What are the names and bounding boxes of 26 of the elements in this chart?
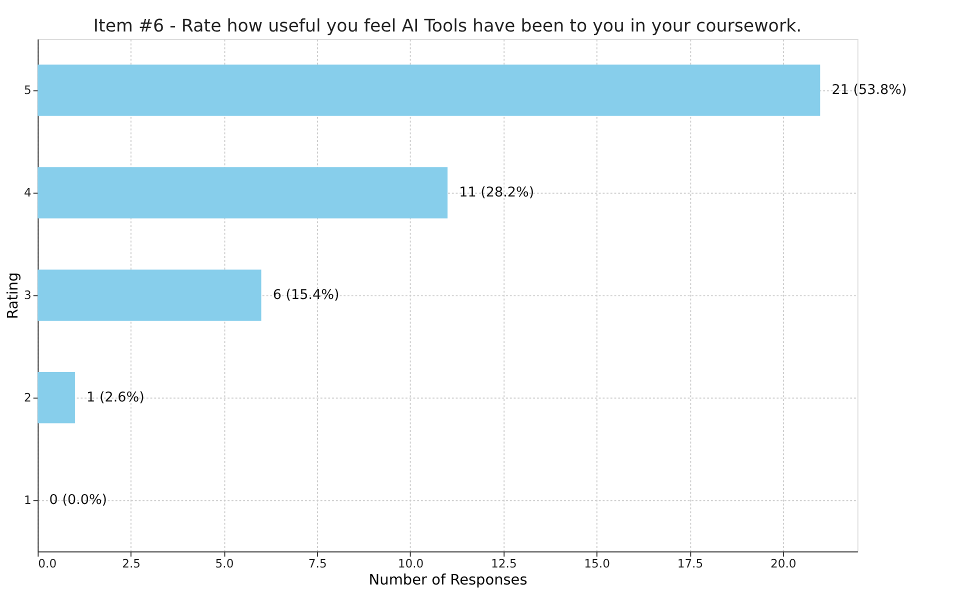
y-tick-label: 2 <box>24 390 32 405</box>
x-tick-label: 2.5 <box>122 556 141 570</box>
data-label: 11 (28.2%) <box>459 184 534 201</box>
y-axis-title: Rating <box>5 272 22 320</box>
data-label: 0 (0.0%) <box>49 492 108 508</box>
bar <box>38 64 820 116</box>
data-label: 21 (53.8%) <box>832 82 907 98</box>
data-label: 6 (15.4%) <box>272 287 340 304</box>
x-tick-label: 10.0 <box>398 556 424 570</box>
y-tick-label: 3 <box>24 288 32 302</box>
x-tick-label: 7.5 <box>308 556 327 570</box>
bar <box>38 167 448 218</box>
x-axis-title: Number of Responses <box>368 572 528 589</box>
y-tick-label: 4 <box>24 186 32 200</box>
bar <box>38 372 75 424</box>
y-tick-label: 5 <box>24 83 32 98</box>
data-label: 1 (2.6%) <box>86 390 144 406</box>
bar <box>38 270 262 321</box>
chart-title: Item #6 - Rate how useful you feel AI Tools have been to you in your coursework. <box>93 16 802 36</box>
x-tick-label: 15.0 <box>584 556 610 570</box>
x-tick-label: 5.0 <box>215 556 234 570</box>
x-tick-label: 20.0 <box>770 556 796 570</box>
y-tick-label: 1 <box>24 492 32 507</box>
x-tick-label: 0.0 <box>38 556 57 570</box>
x-tick-label: 17.5 <box>677 556 704 570</box>
x-tick-label: 12.5 <box>491 556 517 570</box>
